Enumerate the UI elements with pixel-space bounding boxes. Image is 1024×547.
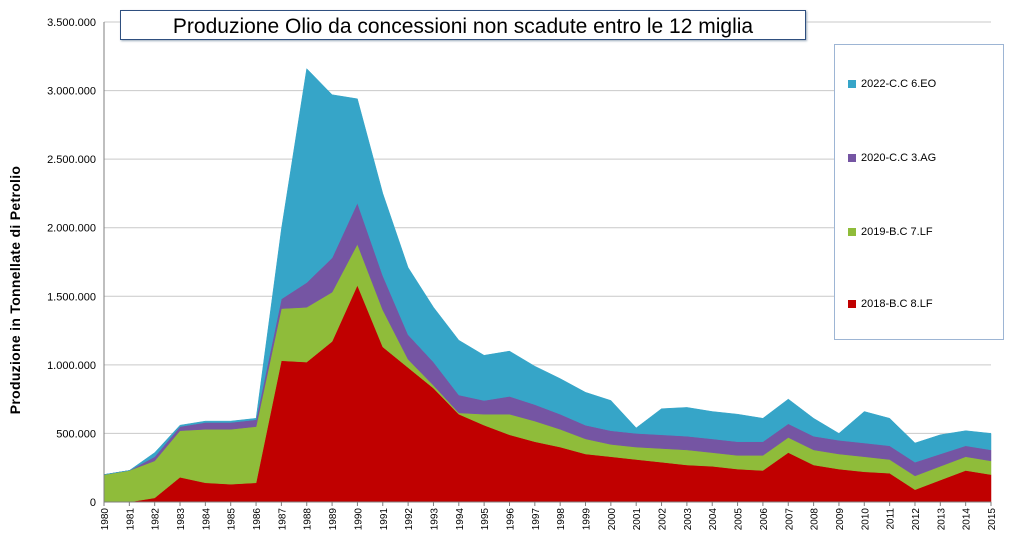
y-axis-label: Produzione in Tonnellate di Petrolio (7, 166, 23, 415)
x-tick-label: 2000 (607, 508, 618, 531)
x-tick-label: 1996 (506, 508, 517, 531)
x-tick-label: 2008 (810, 508, 821, 531)
x-tick-label: 1985 (227, 508, 238, 531)
x-tick-label: 1990 (353, 508, 364, 531)
legend-label: 2019-B.C 7.LF (861, 226, 933, 238)
y-tick-label: 2.500.000 (47, 154, 96, 166)
x-tick-label: 2001 (632, 508, 643, 531)
x-tick-label: 1987 (277, 508, 288, 531)
legend-item: 2022-C.C 6.EO (848, 78, 936, 90)
stacked-areas (103, 68, 992, 503)
x-tick-label: 1995 (480, 508, 491, 531)
legend-item: 2019-B.C 7.LF (848, 226, 933, 238)
x-tick-label: 1991 (379, 508, 390, 531)
x-tick-label: 2013 (936, 508, 947, 531)
x-tick-label: 1989 (328, 508, 339, 531)
x-tick-label: 1994 (455, 508, 466, 531)
axes (103, 22, 991, 503)
x-tick-label: 2014 (962, 508, 973, 531)
x-tick-label: 1982 (151, 508, 162, 531)
x-tick-label: 1981 (125, 508, 136, 531)
y-tick-label: 3.000.000 (47, 86, 96, 98)
y-tick-label: 0 (90, 497, 96, 509)
x-tick-label: 2006 (759, 508, 770, 531)
x-tick-label: 1983 (176, 508, 187, 531)
legend-swatch (848, 300, 856, 308)
x-tick-label: 1988 (303, 508, 314, 531)
y-tick-label: 2.000.000 (47, 223, 96, 235)
legend-swatch (848, 80, 856, 88)
legend-label: 2020-C.C 3.AG (861, 152, 937, 164)
x-tick-label: 1984 (201, 508, 212, 531)
x-tick-label: 1998 (556, 508, 567, 531)
y-tick-label: 1.500.000 (47, 291, 96, 303)
y-tick-labels: 0 500.000 1.000.000 1.500.000 2.000.000 2.500… (47, 17, 96, 509)
x-tick-labels: 1980 1981 1982 1983 1984 1985 1986 1987 1988 1989… (100, 502, 998, 530)
legend-item: 2018-B.C 8.LF (848, 298, 933, 310)
area-series (103, 68, 992, 475)
legend-item: 2020-C.C 3.AG (848, 152, 936, 164)
x-tick-label: 2004 (708, 508, 719, 531)
x-tick-label: 1999 (582, 508, 593, 531)
x-tick-label: 1986 (252, 508, 263, 531)
x-tick-label: 2010 (860, 508, 871, 531)
x-tick-label: 1992 (404, 508, 415, 531)
x-tick-label: 2011 (886, 508, 897, 530)
chart-title-box: Produzione Olio da concessioni non scadu… (120, 10, 806, 40)
legend-swatch (848, 154, 856, 162)
y-tick-label: 500.000 (56, 428, 96, 440)
x-tick-label: 1997 (531, 508, 542, 531)
x-tick-label: 2005 (734, 508, 745, 531)
x-tick-label: 2002 (658, 508, 669, 531)
legend-swatch (848, 228, 856, 236)
x-tick-label: 1993 (430, 508, 441, 531)
chart-title: Produzione Olio da concessioni non scadu… (172, 15, 754, 38)
x-tick-label: 2012 (911, 508, 922, 531)
x-tick-label: 2007 (784, 508, 795, 531)
legend: 2022-C.C 6.EO 2020-C.C 3.AG 2019-B.C 7.L… (834, 44, 1004, 340)
y-tick-label: 1.000.000 (47, 360, 96, 372)
y-tick-label: 3.500.000 (47, 17, 96, 29)
x-tick-label: 2015 (987, 508, 998, 531)
x-tick-label: 2003 (683, 508, 694, 531)
legend-label: 2022-C.C 6.EO (861, 78, 937, 90)
x-tick-label: 1980 (100, 508, 111, 531)
legend-label: 2018-B.C 8.LF (861, 298, 933, 310)
x-tick-label: 2009 (835, 508, 846, 531)
